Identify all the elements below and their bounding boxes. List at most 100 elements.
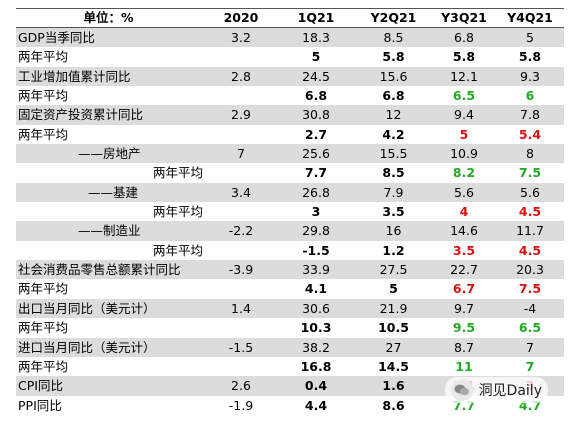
table-row: 两年平均 4.1 5 6.7 7.5 (16, 279, 564, 298)
row-label: 两年平均 (153, 165, 204, 181)
col-y4q21: Y4Q21 (507, 10, 553, 25)
row-value (208, 163, 274, 182)
row-value: 1.4 (231, 300, 251, 316)
row-label: 两年平均 (18, 281, 69, 297)
row-value: 5.8 (518, 49, 542, 65)
row-value: 15.5 (379, 146, 408, 162)
row-value: 38.2 (302, 339, 330, 355)
row-label: 固定资产投资累计同比 (18, 107, 144, 123)
row-value: 4.4 (304, 397, 328, 413)
table-row: 两年平均 6.8 6.8 6.5 6 (16, 86, 564, 105)
row-label: 两年平均 (18, 358, 69, 374)
row-value: 16.8 (300, 358, 332, 374)
row-value: 6 (525, 88, 535, 104)
row-value: 18.3 (302, 30, 330, 45)
row-value: 27 (385, 339, 402, 355)
row-value: 7.5 (518, 281, 542, 297)
row-value: 7.8 (520, 107, 540, 123)
row-value: 5 (389, 281, 398, 297)
row-value: 3.5 (452, 242, 476, 258)
row-value: 5 (526, 30, 534, 45)
row-value (208, 202, 274, 221)
row-value (208, 47, 274, 66)
table-row: 两年平均 16.8 14.5 11 7 (16, 357, 564, 376)
table-row: 工业增加值累计同比 2.8 24.5 15.6 12.1 9.3 (16, 66, 564, 87)
row-value: 2.6 (231, 378, 251, 394)
row-value: 9.7 (454, 300, 474, 316)
row-value: 1.6 (382, 378, 405, 394)
row-value: -2.2 (228, 223, 254, 239)
row-label: 社会消费品零售总额累计同比 (18, 262, 181, 278)
row-value: 7.5 (518, 165, 542, 181)
row-value: 11 (455, 358, 473, 374)
row-value: 30.6 (302, 300, 330, 316)
row-value: 15.6 (379, 68, 408, 84)
row-value: 25.6 (302, 146, 330, 162)
row-value: 5.6 (520, 184, 540, 200)
col-2020: 2020 (223, 10, 259, 25)
row-value: 5.4 (518, 126, 542, 142)
row-label: 两年平均 (18, 49, 69, 65)
row-label: GDP当季同比 (18, 30, 95, 45)
row-value: 16 (385, 223, 402, 239)
row-value: 6.5 (452, 88, 476, 104)
row-value: 4 (459, 204, 469, 220)
col-y2q21: Y2Q21 (370, 10, 417, 25)
table-header: 单位：% 2020 1Q21 Y2Q21 Y3Q21 Y4Q21 (16, 8, 564, 28)
row-value: 3.2 (231, 30, 251, 45)
row-value: -1.5 (228, 339, 254, 355)
row-value: 7.9 (383, 184, 404, 200)
row-value: 8.7 (454, 339, 474, 355)
row-label: ——基建 (88, 184, 139, 200)
row-value: 10.3 (300, 320, 332, 336)
row-value: 3.5 (382, 204, 405, 220)
table-row: ——基建 3.4 26.8 7.9 5.6 5.6 (16, 182, 564, 203)
table-row: 社会消费品零售总额累计同比 -3.9 33.9 27.5 22.7 20.3 (16, 260, 564, 280)
row-value: 4.2 (382, 126, 405, 142)
table-row: GDP当季同比 3.2 18.3 8.5 6.8 5 (16, 28, 564, 48)
table-row: 两年平均 5 5.8 5.8 5.8 (16, 47, 564, 66)
row-value: 5 (311, 49, 321, 65)
row-value: 6.8 (304, 88, 328, 104)
row-label: 进口当月同比（美元计） (18, 339, 156, 355)
row-value: -1.9 (228, 397, 254, 413)
row-value: 27.5 (379, 262, 408, 278)
row-value: 8.2 (452, 165, 476, 181)
row-label: 两年平均 (18, 88, 69, 104)
row-value: 7.7 (304, 165, 328, 181)
row-value: 8.5 (382, 165, 405, 181)
row-value: 4.5 (518, 204, 542, 220)
row-label: 两年平均 (153, 204, 204, 220)
row-value: 6.8 (382, 88, 405, 104)
table-row: ——房地产 7 25.6 15.5 10.9 8 (16, 144, 564, 164)
row-value (208, 86, 274, 105)
row-value (208, 357, 274, 376)
row-value: 2.7 (304, 126, 328, 142)
row-label: PPI同比 (18, 397, 62, 413)
col-y3q21: Y3Q21 (441, 10, 487, 25)
row-value: 0.4 (304, 378, 328, 394)
row-value: 5 (459, 126, 469, 142)
header-rule (16, 27, 564, 28)
table-row: 两年平均 2.7 4.2 5 5.4 (16, 125, 564, 144)
row-label: ——房地产 (78, 146, 141, 162)
row-value (208, 279, 274, 298)
unit-label: 单位：% (83, 10, 134, 25)
row-value: 21.9 (379, 300, 408, 316)
row-value (208, 125, 274, 144)
table-row: 固定资产投资累计同比 2.9 30.8 12 9.4 7.8 (16, 105, 564, 125)
row-label: 出口当月同比（美元计） (18, 300, 156, 316)
table-row: 两年平均 7.7 8.5 8.2 7.5 (16, 163, 564, 182)
watermark-text: 洞见Daily (478, 383, 542, 399)
row-value: 5.8 (382, 49, 405, 65)
row-value: 4.5 (518, 242, 542, 258)
row-value: -3.9 (228, 262, 254, 278)
row-label: ——制造业 (78, 223, 141, 239)
row-label: CPI同比 (18, 378, 63, 394)
row-value: 12.1 (450, 68, 478, 84)
row-value: 7 (525, 358, 535, 374)
row-value: 11.7 (516, 223, 544, 239)
row-value: -4 (523, 300, 537, 316)
row-value: 14.5 (378, 358, 409, 374)
row-value: 29.8 (302, 223, 330, 239)
